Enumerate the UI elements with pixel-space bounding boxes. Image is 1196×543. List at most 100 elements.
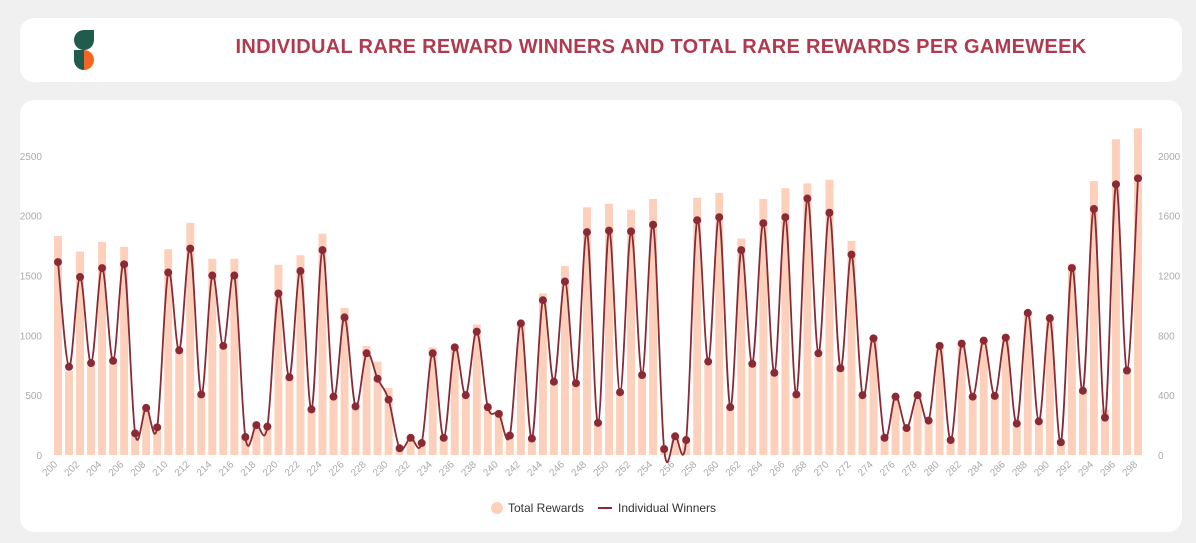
bar-total-rewards (880, 438, 889, 455)
x-tick-label: 262 (724, 459, 744, 479)
point-individual-winners (627, 227, 636, 236)
combo-chart: 0 500 1000 1500 2000 2500 0 400 800 1200 1600 2000 2… (20, 128, 1181, 515)
bar-total-rewards (384, 388, 393, 455)
point-individual-winners (792, 390, 801, 399)
bar-total-rewards (792, 395, 801, 455)
point-individual-winners (296, 267, 305, 276)
bar-total-rewards (704, 364, 713, 455)
bar-total-rewards (726, 407, 735, 455)
bar-total-rewards (65, 371, 73, 455)
point-individual-winners (1089, 204, 1098, 213)
bar-total-rewards (924, 420, 933, 455)
point-individual-winners (649, 220, 658, 229)
point-individual-winners (120, 260, 129, 269)
bar-total-rewards (285, 378, 294, 455)
point-individual-winners (285, 373, 294, 382)
point-individual-winners (505, 431, 514, 440)
x-tick-label: 254 (636, 459, 656, 479)
x-tick-label: 202 (63, 459, 83, 479)
x-tick-label: 230 (371, 459, 391, 479)
point-individual-winners (781, 213, 790, 222)
chart-card: 0 500 1000 1500 2000 2500 0 400 800 1200 1600 2000 2… (20, 100, 1182, 532)
bar-total-rewards (186, 222, 195, 455)
x-tick-label: 220 (261, 459, 281, 479)
bar-total-rewards (1089, 181, 1098, 456)
bar-total-rewards (197, 395, 206, 455)
x-tick-label: 288 (1010, 459, 1030, 479)
bar-total-rewards (1023, 311, 1032, 455)
bar-total-rewards (241, 438, 250, 455)
point-individual-winners (109, 356, 118, 365)
bar-total-rewards (362, 346, 371, 455)
x-tick-label: 276 (878, 459, 898, 479)
x-tick-label: 218 (239, 459, 259, 479)
point-individual-winners (825, 208, 834, 217)
bar-total-rewards (131, 433, 140, 455)
bar-total-rewards (616, 392, 625, 455)
y-left-tick-label: 0 (36, 451, 42, 462)
bar-total-rewards (715, 192, 724, 455)
point-individual-winners (197, 390, 206, 399)
point-individual-winners (131, 429, 140, 438)
point-individual-winners (230, 271, 239, 280)
point-individual-winners (175, 346, 184, 355)
y-right-tick-label: 400 (1158, 391, 1175, 402)
sorare-logo-icon (74, 30, 94, 70)
point-individual-winners (858, 391, 867, 400)
bar-total-rewards (230, 258, 239, 455)
bar-total-rewards (417, 440, 426, 455)
legend-total-rewards-swatch (491, 502, 503, 514)
bar-total-rewards (1045, 318, 1054, 455)
x-tick-label: 244 (525, 459, 545, 479)
point-individual-winners (65, 362, 74, 371)
bar-total-rewards (351, 407, 360, 455)
x-tick-label: 266 (768, 459, 788, 479)
point-individual-winners (395, 444, 404, 453)
point-individual-winners (219, 341, 228, 350)
point-individual-winners (1023, 308, 1032, 317)
x-tick-label: 284 (966, 459, 986, 479)
bar-total-rewards (605, 203, 613, 455)
point-individual-winners (847, 250, 856, 259)
bar-total-rewards (638, 374, 647, 455)
y-left-tick-label: 2500 (20, 152, 42, 163)
y-left-tick-label: 1000 (20, 331, 42, 342)
bar-total-rewards (219, 347, 228, 455)
bar-total-rewards (957, 343, 966, 455)
x-tick-label: 206 (107, 459, 127, 479)
point-individual-winners (153, 423, 162, 432)
bar-total-rewards (869, 340, 878, 455)
x-tick-label: 246 (547, 459, 567, 479)
point-individual-winners (318, 246, 327, 255)
point-individual-winners (351, 402, 360, 411)
point-individual-winners (671, 432, 680, 441)
x-tick-label: 238 (459, 459, 479, 479)
point-individual-winners (483, 403, 492, 412)
bar-total-rewards (979, 342, 988, 455)
point-individual-winners (990, 391, 999, 400)
x-tick-label: 252 (614, 459, 634, 479)
point-individual-winners (759, 219, 768, 228)
point-individual-winners (560, 277, 569, 286)
point-individual-winners (957, 339, 966, 348)
point-individual-winners (274, 289, 283, 298)
x-tick-label: 260 (702, 459, 722, 479)
point-individual-winners (660, 445, 669, 454)
point-individual-winners (1001, 333, 1010, 342)
x-tick-label: 258 (680, 459, 700, 479)
bar-total-rewards (847, 240, 856, 455)
point-individual-winners (726, 403, 735, 412)
bar-total-rewards (406, 437, 415, 455)
bar-total-rewards (935, 347, 944, 455)
bar-total-rewards (307, 409, 316, 455)
bar-total-rewards (891, 395, 900, 455)
bar-total-rewards (175, 352, 184, 455)
bar-total-rewards (439, 437, 448, 455)
bar-total-rewards (505, 433, 514, 455)
point-individual-winners (406, 433, 415, 442)
point-individual-winners (1012, 419, 1021, 428)
point-individual-winners (417, 439, 426, 448)
point-individual-winners (373, 374, 382, 383)
bar-total-rewards (1001, 336, 1010, 455)
point-individual-winners (208, 271, 217, 280)
